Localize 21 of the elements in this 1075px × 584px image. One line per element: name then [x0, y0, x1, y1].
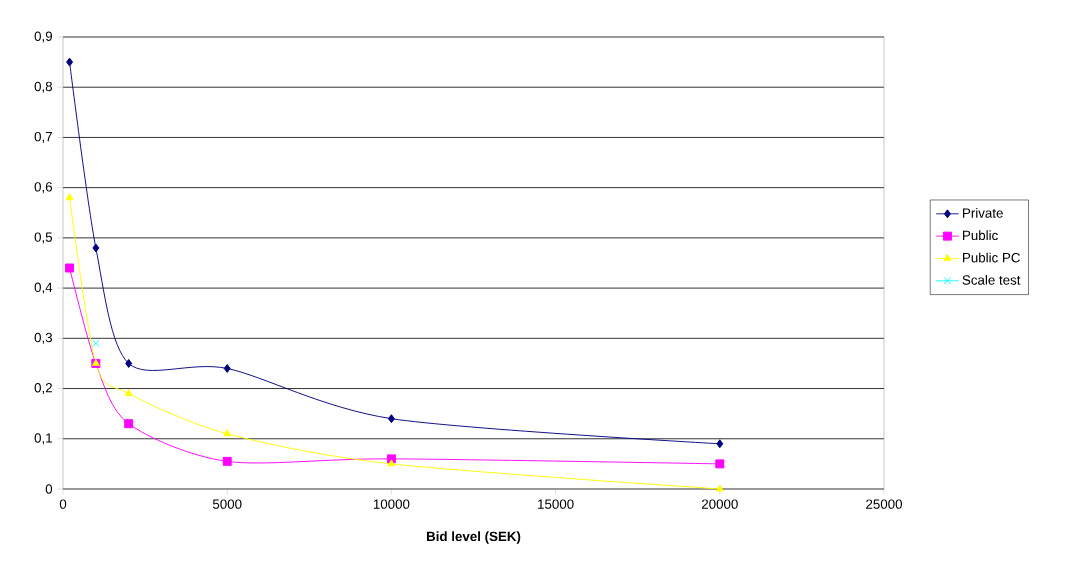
x-tick-label: 0: [59, 499, 67, 509]
y-tick-label: 0: [45, 484, 53, 494]
x-tick-label: 25000: [866, 499, 903, 509]
y-tick-label: 0,3: [34, 332, 53, 344]
y-tick-label: 0,7: [34, 131, 52, 143]
x-tick-label: 10000: [373, 499, 410, 509]
legend-label: Private: [963, 207, 1003, 218]
y-tick-label: 0,5: [34, 232, 53, 244]
y-tick-label: 0,9: [34, 31, 52, 43]
legend-label: Scale test: [962, 274, 1021, 285]
y-tick-label: 0,8: [34, 81, 53, 93]
legend-label: Public: [963, 230, 998, 241]
x-tick-label: 20000: [701, 499, 738, 509]
y-tick-label: 0,1: [34, 433, 52, 445]
legend-label: Public PC: [963, 252, 1020, 263]
x-tick-label: 5000: [212, 499, 242, 509]
x-axis-title: Bid level (SEK): [426, 531, 521, 544]
y-tick-label: 0,2: [34, 383, 52, 395]
x-tick-label: 15000: [538, 499, 574, 509]
y-tick-label: 0,4: [34, 282, 53, 294]
y-tick-label: 0,6: [34, 182, 53, 194]
